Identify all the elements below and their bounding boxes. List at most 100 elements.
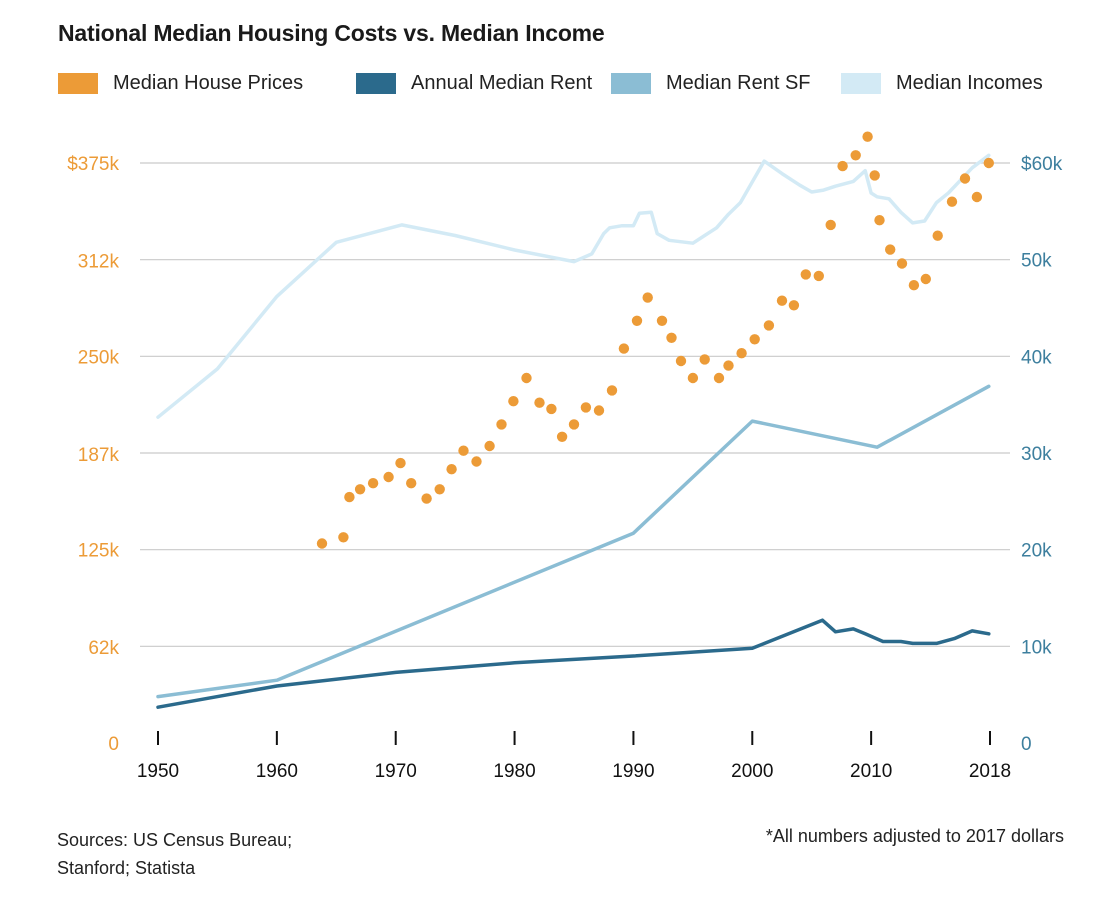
house-price-point bbox=[421, 493, 432, 504]
legend-label-house-prices: Median House Prices bbox=[113, 72, 304, 94]
house-price-point bbox=[788, 300, 800, 311]
house-price-point bbox=[534, 397, 545, 408]
left-axis-tick-label: 125k bbox=[78, 541, 120, 562]
house-price-point bbox=[593, 405, 605, 416]
sources-line-2: Stanford; Statista bbox=[57, 858, 196, 878]
right-axis-tick-label: 10k bbox=[1021, 637, 1052, 658]
legend-swatch-annual-rent bbox=[356, 73, 396, 94]
house-price-point bbox=[813, 270, 824, 282]
house-price-point bbox=[471, 456, 482, 467]
house-price-point bbox=[687, 372, 699, 384]
x-axis-tick-label: 1990 bbox=[612, 761, 654, 782]
legend-item-incomes: Median Incomes bbox=[841, 72, 1043, 95]
sources-note: Sources: US Census Bureau; Stanford; Sta… bbox=[57, 826, 292, 882]
house-price-point bbox=[631, 315, 643, 326]
house-price-point bbox=[618, 343, 630, 354]
series-line-median-incomes bbox=[156, 153, 991, 419]
legend-swatch-incomes bbox=[841, 73, 881, 94]
house-price-point bbox=[800, 269, 811, 280]
x-axis-tick-label: 1960 bbox=[256, 761, 298, 782]
axes: 0 62k 125k 187k 250k 312k $375k 0 10k 20k 30k 40k 50… bbox=[67, 154, 1062, 782]
x-axis-tick-label: 1950 bbox=[137, 761, 179, 782]
house-price-point bbox=[983, 157, 994, 169]
x-axis-tick-label: 2010 bbox=[850, 761, 892, 782]
house-price-point bbox=[383, 471, 394, 483]
left-axis-tick-label: $375k bbox=[67, 154, 119, 175]
left-axis-tick-label: 62k bbox=[88, 638, 119, 659]
legend-item-annual-rent: Annual Median Rent bbox=[356, 72, 592, 95]
house-price-point bbox=[316, 538, 328, 549]
house-price-point bbox=[666, 332, 677, 343]
house-price-point bbox=[446, 464, 457, 475]
house-price-point bbox=[869, 170, 880, 181]
house-price-point bbox=[546, 403, 557, 415]
house-price-point bbox=[521, 372, 532, 384]
house-price-point bbox=[434, 484, 445, 495]
house-price-point bbox=[354, 484, 366, 495]
house-price-point bbox=[338, 532, 349, 543]
chart-title: National Median Housing Costs vs. Median… bbox=[58, 20, 605, 46]
house-price-point bbox=[920, 273, 931, 285]
legend-item-house-prices: Median House Prices bbox=[58, 72, 303, 95]
house-price-point bbox=[699, 354, 710, 365]
house-price-point bbox=[885, 244, 896, 255]
legend-label-rent-sf: Median Rent SF bbox=[666, 72, 811, 94]
right-axis-tick-label: $60k bbox=[1021, 154, 1063, 175]
x-axis-tick-label: 2000 bbox=[731, 761, 773, 782]
legend-label-incomes: Median Incomes bbox=[896, 72, 1043, 94]
legend-label-annual-rent: Annual Median Rent bbox=[411, 72, 593, 94]
house-price-point bbox=[932, 230, 943, 241]
house-price-point bbox=[908, 280, 920, 291]
legend-item-rent-sf: Median Rent SF bbox=[611, 72, 811, 95]
house-price-point bbox=[367, 478, 379, 489]
gridlines bbox=[140, 162, 1010, 647]
house-price-point bbox=[395, 457, 406, 469]
right-axis-tick-label: 30k bbox=[1021, 444, 1052, 465]
house-price-point bbox=[556, 431, 568, 442]
x-axis-tick-label: 2018 bbox=[969, 761, 1011, 782]
house-price-point bbox=[874, 215, 885, 226]
house-price-point bbox=[959, 173, 971, 184]
house-price-point bbox=[656, 315, 668, 326]
legend-swatch-rent-sf bbox=[611, 73, 651, 94]
series-layer bbox=[156, 131, 994, 709]
house-price-point bbox=[776, 295, 788, 306]
x-axis-tick-label: 1970 bbox=[375, 761, 417, 782]
house-price-point bbox=[675, 355, 687, 367]
right-axis-tick-label: 20k bbox=[1021, 541, 1052, 562]
x-axis-tick-label: 1980 bbox=[493, 761, 535, 782]
house-price-point bbox=[971, 191, 983, 203]
house-price-point bbox=[496, 419, 507, 430]
adjustment-note: *All numbers adjusted to 2017 dollars bbox=[765, 826, 1064, 846]
house-price-point bbox=[642, 292, 653, 303]
house-price-point bbox=[837, 160, 848, 172]
house-price-point bbox=[825, 219, 836, 231]
house-price-point bbox=[850, 150, 861, 161]
house-price-point bbox=[713, 372, 725, 384]
house-price-point bbox=[568, 419, 580, 430]
house-price-point bbox=[344, 491, 355, 503]
legend-swatch-house-prices bbox=[58, 73, 98, 94]
right-axis-tick-label: 0 bbox=[1021, 734, 1032, 755]
left-axis-tick-label: 312k bbox=[78, 251, 120, 272]
house-price-point bbox=[458, 445, 469, 456]
house-price-point bbox=[580, 402, 592, 413]
house-price-point bbox=[508, 396, 519, 407]
legend: Median House Prices Annual Median Rent M… bbox=[58, 72, 1098, 100]
house-price-point bbox=[406, 478, 417, 489]
house-price-point bbox=[749, 334, 760, 345]
left-axis-tick-label: 250k bbox=[78, 347, 120, 368]
house-price-point bbox=[763, 320, 775, 331]
house-price-point bbox=[896, 258, 908, 269]
house-price-point bbox=[723, 360, 734, 371]
series-line-median-rent-sf bbox=[156, 384, 991, 699]
series-line-annual-median-rent bbox=[156, 618, 991, 709]
house-price-point bbox=[862, 131, 873, 142]
left-axis-tick-label: 187k bbox=[78, 445, 120, 466]
house-price-point bbox=[736, 348, 747, 359]
house-price-point bbox=[484, 440, 495, 452]
sources-line-1: Sources: US Census Bureau; bbox=[57, 830, 293, 850]
left-axis-tick-label: 0 bbox=[108, 734, 119, 755]
right-axis-tick-label: 50k bbox=[1021, 251, 1052, 272]
